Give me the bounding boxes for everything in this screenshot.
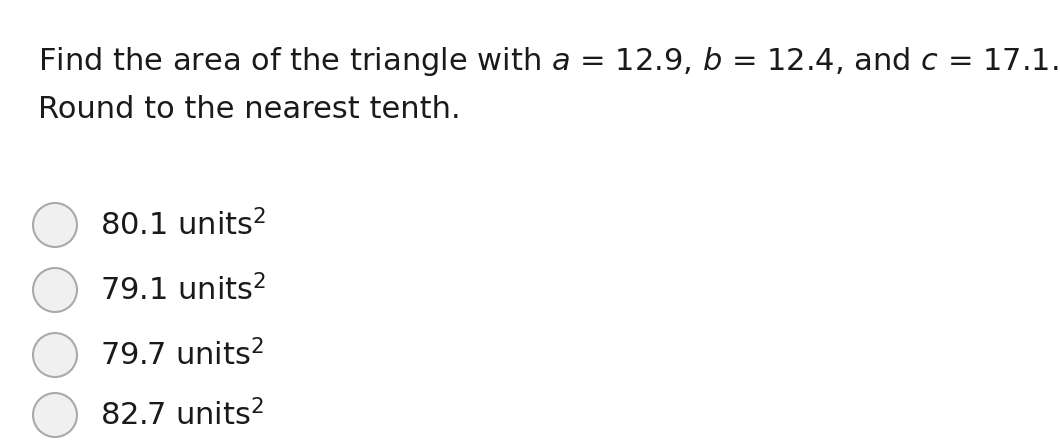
Text: Find the area of the triangle with $a$ = 12.9, $b$ = 12.4, and $c$ = 17.1.: Find the area of the triangle with $a$ =…: [38, 45, 1059, 78]
Ellipse shape: [33, 393, 77, 437]
Text: 79.7 units$^2$: 79.7 units$^2$: [100, 339, 264, 371]
Ellipse shape: [33, 203, 77, 247]
Ellipse shape: [33, 333, 77, 377]
Text: 80.1 units$^2$: 80.1 units$^2$: [100, 209, 266, 241]
Ellipse shape: [33, 268, 77, 312]
Text: 82.7 units$^2$: 82.7 units$^2$: [100, 399, 264, 431]
Text: 79.1 units$^2$: 79.1 units$^2$: [100, 274, 266, 306]
Text: Round to the nearest tenth.: Round to the nearest tenth.: [38, 95, 461, 124]
